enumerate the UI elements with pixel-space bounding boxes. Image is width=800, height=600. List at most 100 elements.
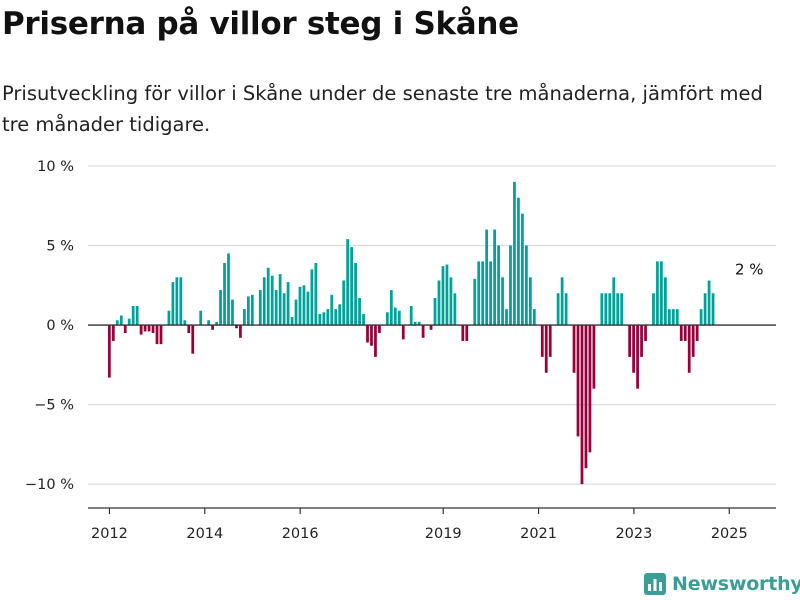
bar (521, 213, 524, 326)
bar (151, 325, 155, 333)
bar (314, 263, 318, 326)
bar (243, 309, 246, 326)
bar (167, 310, 171, 326)
bar (258, 290, 262, 326)
y-axis-labels: 10 % 5 % 0 % −5 % −10 % (25, 159, 74, 493)
bar (505, 309, 508, 326)
bar (453, 293, 457, 326)
bar (477, 261, 481, 326)
bar (362, 313, 365, 326)
bar (358, 298, 361, 326)
bar (374, 325, 377, 357)
bar (413, 321, 417, 326)
bar (334, 309, 338, 326)
x-tick-label: 2025 (711, 526, 748, 542)
bar (485, 229, 489, 326)
bar (187, 325, 191, 333)
bar (385, 312, 389, 326)
bar (278, 274, 282, 326)
bar (449, 277, 453, 326)
bar (231, 299, 234, 326)
bar (600, 293, 604, 326)
bar (107, 325, 111, 378)
y-tick-label: 10 % (37, 159, 74, 175)
bar (179, 277, 183, 326)
bar (350, 247, 354, 326)
chart-title: Priserna på villor steg i Skåne (2, 6, 519, 42)
x-tick-label: 2016 (282, 526, 319, 542)
bar (604, 293, 608, 326)
brand-name: Newsworthy (672, 573, 800, 595)
bar (640, 325, 643, 357)
bar (632, 325, 635, 373)
y-tick-label: 0 % (46, 318, 74, 334)
bar (517, 197, 520, 326)
bar (318, 313, 322, 326)
bar (135, 305, 139, 326)
bar (524, 245, 528, 326)
bar (306, 291, 310, 326)
x-tick-label: 2014 (186, 526, 223, 542)
bar (636, 325, 639, 389)
bar (227, 253, 230, 326)
bar (671, 309, 675, 326)
bar (513, 181, 516, 326)
bar (246, 296, 250, 326)
y-tick-label: 5 % (46, 239, 74, 255)
x-tick-label: 2023 (615, 526, 652, 542)
bar (664, 277, 667, 326)
bar (608, 293, 612, 326)
bar (497, 245, 500, 326)
bar (282, 293, 286, 326)
bar (493, 229, 496, 326)
bar (628, 325, 632, 357)
bar (679, 325, 683, 341)
bar (429, 325, 433, 330)
bar (143, 325, 147, 332)
bar (223, 263, 226, 326)
bar (211, 325, 214, 330)
x-tick-label: 2012 (91, 526, 128, 542)
bar (544, 325, 548, 373)
bar (620, 293, 624, 326)
bar (111, 325, 115, 341)
bar (652, 293, 655, 326)
y-tick-label: −5 % (34, 398, 74, 414)
bar (703, 293, 707, 326)
bar (556, 293, 560, 326)
bar (366, 325, 369, 343)
bar (127, 318, 131, 326)
bar (389, 290, 393, 326)
bar (445, 264, 449, 326)
bar (528, 277, 532, 326)
bar (393, 307, 397, 326)
bar (378, 325, 381, 333)
bars (107, 181, 715, 485)
bar (330, 294, 334, 326)
bar (123, 325, 127, 333)
bar (119, 315, 123, 326)
bar (644, 325, 647, 341)
bar (687, 325, 691, 373)
bar (139, 325, 143, 335)
bar (699, 309, 703, 326)
bar (675, 309, 679, 326)
bar (588, 325, 592, 453)
bar (239, 325, 242, 338)
newsworthy-logo[interactable]: Newsworthy (644, 569, 800, 599)
bar (219, 290, 222, 326)
bar (115, 320, 119, 326)
last-value-annotation: 2 % (735, 261, 764, 279)
bar (421, 325, 425, 338)
bar (207, 320, 211, 326)
bar (397, 310, 401, 326)
bar (310, 269, 314, 326)
bar (294, 299, 298, 326)
bar (338, 304, 342, 326)
bar (683, 325, 687, 341)
x-tick-label: 2021 (520, 526, 557, 542)
bar (592, 325, 596, 389)
bar (290, 317, 294, 326)
bar (695, 325, 699, 341)
